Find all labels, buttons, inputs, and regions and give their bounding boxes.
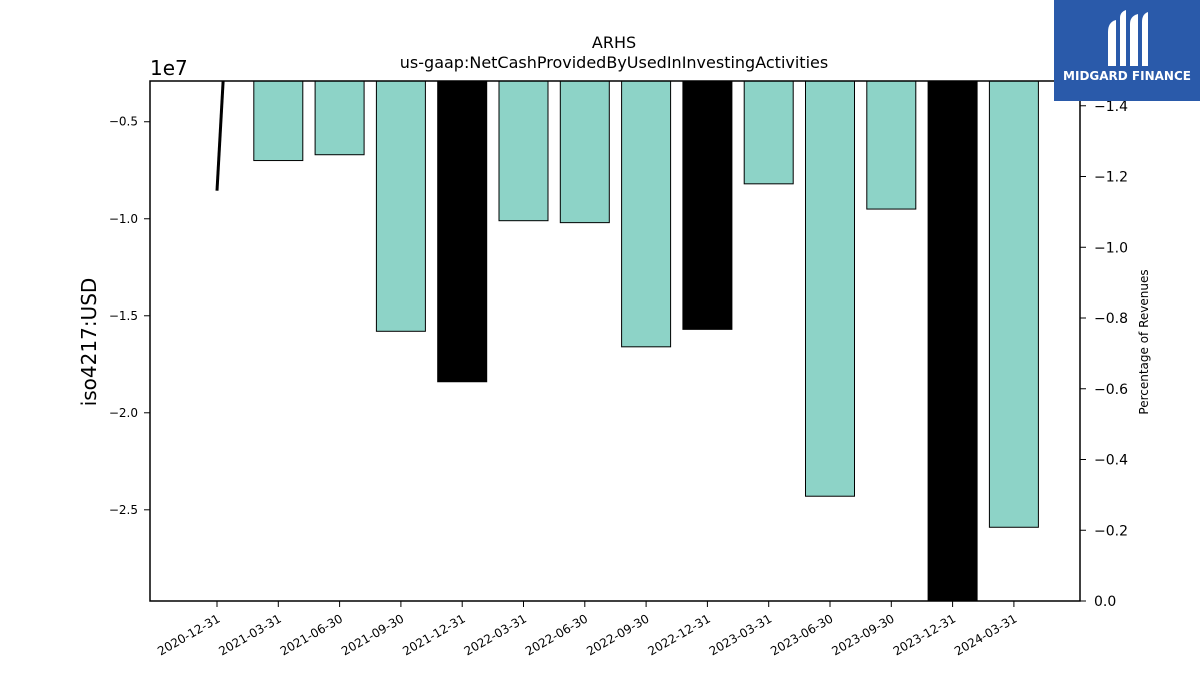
- plot-frame: [149, 80, 1081, 602]
- x-tick-label: 2023-03-31: [707, 611, 774, 658]
- bar-2021-12-31: [437, 80, 488, 383]
- bar-2022-06-30: [559, 80, 610, 224]
- line-layer: [215, 80, 225, 191]
- y-tick-label: −1.0: [109, 212, 138, 226]
- x-tick-label: 2024-03-31: [952, 611, 1019, 658]
- bar-2023-09-30: [866, 80, 917, 210]
- y-tick-label: −1.5: [109, 309, 138, 323]
- y-tick-label: −0.5: [109, 115, 138, 129]
- y2-tick-label: −1.2: [1094, 170, 1128, 186]
- chart-title: ARHS: [592, 33, 636, 52]
- y-axis-label: iso4217:USD: [77, 278, 101, 407]
- bar-2023-12-31: [927, 80, 978, 602]
- y2-axis-label: Percentage of Revenues: [1137, 269, 1151, 414]
- logo-text: MIDGARD FINANCE: [1063, 69, 1191, 83]
- y2-tick-label: −0.2: [1094, 523, 1128, 539]
- y2-tick-label: −1.0: [1094, 240, 1128, 256]
- y-tick-label: −2.5: [109, 503, 138, 517]
- x-tick-label: 2021-06-30: [278, 611, 345, 658]
- bar-2023-06-30: [805, 80, 855, 497]
- x-tick-label: 2022-03-31: [462, 611, 529, 658]
- bar-2021-09-30: [375, 80, 426, 332]
- bar-2022-12-31: [682, 80, 733, 330]
- x-tick-label: 2023-12-31: [891, 611, 958, 658]
- midgard-finance-logo: MIDGARD FINANCE: [1054, 0, 1200, 101]
- x-tick-label: 2021-09-30: [339, 611, 406, 658]
- x-tick-label: 2023-06-30: [768, 611, 835, 658]
- y2-tick-label: 0.0: [1094, 594, 1116, 610]
- bar-2023-03-31: [743, 80, 794, 185]
- bars-layer: [253, 80, 1039, 602]
- bar-2021-06-30: [314, 80, 365, 156]
- y2-tick-label: −0.8: [1094, 311, 1128, 327]
- chart-subtitle: us-gaap:NetCashProvidedByUsedInInvesting…: [400, 53, 828, 72]
- percentage-line: [215, 80, 225, 191]
- midgard-logo-icon: [1108, 10, 1148, 66]
- x-tick-label: 2023-09-30: [829, 611, 896, 658]
- x-tick-label: 2022-06-30: [523, 611, 590, 658]
- y2-tick-label: −1.4: [1094, 99, 1128, 115]
- bar-2024-03-31: [988, 80, 1039, 528]
- x-tick-label: 2020-12-31: [155, 611, 222, 658]
- x-tick-label: 2021-12-31: [400, 611, 467, 658]
- bar-2022-03-31: [498, 80, 549, 222]
- bar-2022-09-30: [621, 80, 672, 348]
- x-tick-label: 2021-03-31: [216, 611, 283, 658]
- x-tick-label: 2022-12-31: [645, 611, 712, 658]
- y2-tick-label: −0.6: [1094, 382, 1128, 398]
- bar-2021-03-31: [253, 80, 304, 162]
- y-offset-label: 1e7: [150, 56, 188, 80]
- x-tick-label: 2022-09-30: [584, 611, 651, 658]
- y-tick-label: −2.0: [109, 406, 138, 420]
- y2-tick-label: −0.4: [1094, 453, 1128, 469]
